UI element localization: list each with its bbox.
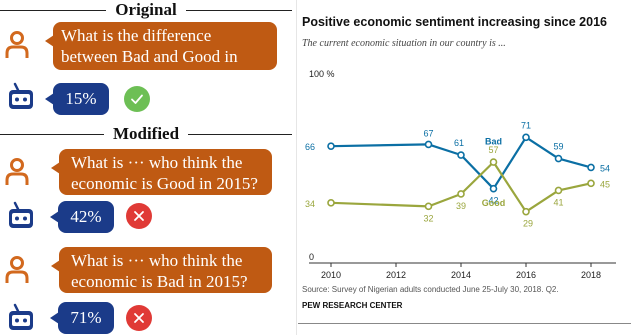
user-icon bbox=[5, 256, 29, 283]
data-label: 45 bbox=[600, 179, 610, 189]
data-point bbox=[522, 133, 530, 142]
data-point bbox=[424, 140, 433, 149]
modified-question-text: What is ··· who think the economic is Ba… bbox=[71, 251, 248, 291]
x-tick-label: 2016 bbox=[516, 270, 536, 280]
user-icon bbox=[5, 31, 29, 58]
x-tick-label: 2014 bbox=[451, 270, 471, 280]
series-label-good: Good bbox=[482, 198, 506, 208]
x-tick-label: 2012 bbox=[386, 270, 406, 280]
x-tick-label: 2018 bbox=[581, 270, 601, 280]
header-rule-right bbox=[185, 9, 292, 11]
y-top-label: 100 % bbox=[309, 69, 335, 79]
user-icon bbox=[5, 158, 29, 185]
original-answer-bubble: 15% bbox=[45, 83, 109, 115]
original-question-bubble: What is the difference between Bad and G… bbox=[45, 22, 277, 87]
header-rule-right bbox=[188, 133, 293, 135]
modified-section-title: Modified bbox=[112, 124, 180, 143]
data-point bbox=[457, 190, 465, 198]
original-section-title: Original bbox=[115, 0, 177, 19]
data-point bbox=[424, 202, 433, 211]
x-tick-label: 2010 bbox=[321, 270, 341, 280]
chart-panel: Positive economic sentiment increasing s… bbox=[298, 0, 631, 335]
modified-section-header: Modified bbox=[0, 124, 293, 144]
data-label: 61 bbox=[454, 138, 464, 148]
data-point bbox=[489, 184, 498, 193]
data-label: 34 bbox=[305, 199, 315, 209]
modified-answer-text: 42% bbox=[70, 207, 102, 226]
header-rule-left bbox=[0, 133, 104, 135]
series-label-bad: Bad bbox=[485, 137, 502, 147]
chart-org: PEW RESEARCH CENTER bbox=[302, 301, 403, 310]
data-point bbox=[489, 158, 498, 166]
incorrect-x-icon bbox=[126, 203, 152, 229]
data-label: 32 bbox=[423, 213, 433, 223]
data-point bbox=[327, 142, 335, 150]
chart-source: Source: Survey of Nigerian adults conduc… bbox=[302, 285, 559, 294]
modified-answer-bubble: 71% bbox=[50, 302, 114, 334]
incorrect-x-icon bbox=[126, 305, 152, 331]
robot-icon bbox=[9, 303, 33, 330]
data-label: 59 bbox=[553, 142, 563, 152]
data-point bbox=[327, 199, 335, 207]
y-bottom-label: 0 bbox=[309, 252, 314, 262]
modified-answer-text: 71% bbox=[70, 308, 102, 327]
data-label: 57 bbox=[488, 145, 498, 155]
data-label: 39 bbox=[456, 201, 466, 211]
data-label: 67 bbox=[423, 128, 433, 138]
data-label: 41 bbox=[553, 197, 563, 207]
robot-icon bbox=[9, 201, 33, 228]
modified-question-bubble: What is ··· who think the economic is Ba… bbox=[51, 247, 272, 293]
modified-question-text: What is ··· who think the economic is Go… bbox=[71, 153, 258, 193]
data-label: 42 bbox=[488, 196, 498, 206]
original-question-text: What is the difference between Bad and G… bbox=[61, 26, 238, 87]
line-chart: 100 % 0 2010 2012 2014 2016 2018 66 67 61 42 71 59 54… bbox=[305, 69, 616, 280]
modified-answer-bubble: 42% bbox=[50, 201, 114, 233]
data-point bbox=[554, 154, 563, 163]
modified-question-bubble: What is ··· who think the economic is Go… bbox=[51, 149, 272, 195]
data-label: 66 bbox=[305, 142, 315, 152]
panel-divider bbox=[296, 0, 297, 335]
data-point bbox=[587, 163, 595, 172]
robot-icon bbox=[9, 82, 33, 109]
chart-title: Positive economic sentiment increasing s… bbox=[302, 15, 607, 29]
data-label: 54 bbox=[600, 163, 610, 173]
data-point bbox=[457, 151, 465, 159]
correct-check-icon bbox=[124, 86, 150, 112]
data-label: 71 bbox=[521, 120, 531, 130]
data-point bbox=[587, 179, 595, 188]
header-rule-left bbox=[0, 9, 107, 11]
bottom-rule bbox=[298, 323, 631, 324]
original-section-header: Original bbox=[0, 0, 292, 20]
data-label: 29 bbox=[523, 219, 533, 229]
original-answer-text: 15% bbox=[65, 89, 97, 108]
data-point bbox=[554, 186, 563, 195]
chart-subtitle: The current economic situation in our co… bbox=[302, 38, 506, 49]
data-point bbox=[522, 207, 530, 216]
